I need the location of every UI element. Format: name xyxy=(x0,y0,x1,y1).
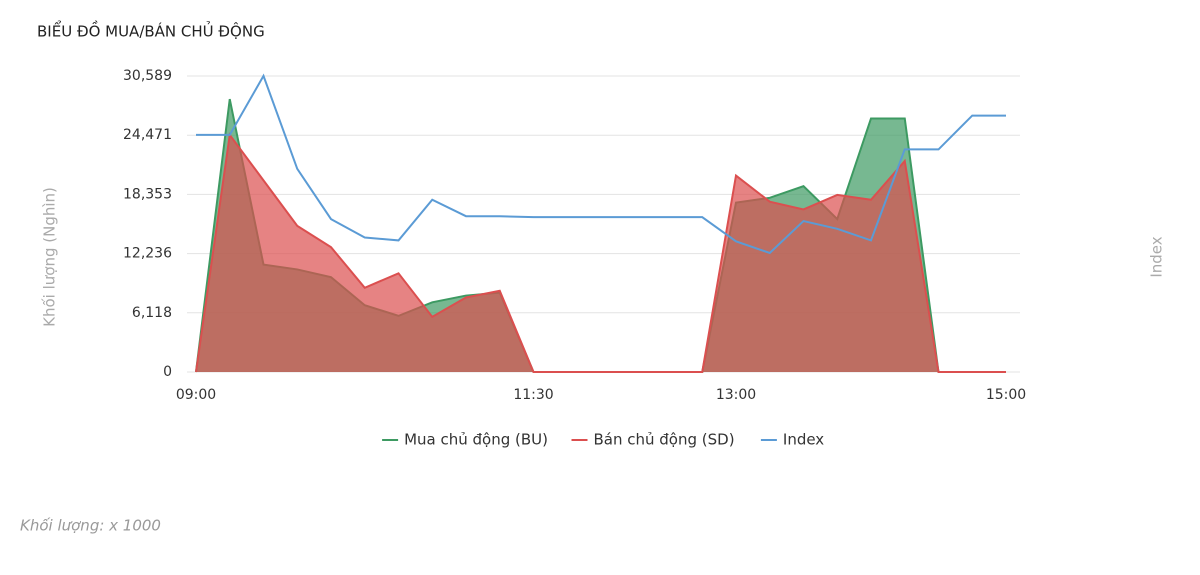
x-tick-label: 09:00 xyxy=(176,387,216,403)
y-tick-label: 18,353 xyxy=(123,186,172,202)
series-line xyxy=(196,73,1006,255)
x-tick-label: 15:00 xyxy=(986,387,1026,403)
y-tick-label: 6,118 xyxy=(132,305,172,321)
legend-item[interactable]: Bán chủ động (SD) xyxy=(571,431,735,449)
legend-label: Mua chủ động (BU) xyxy=(404,431,548,449)
y-tick-label: 0 xyxy=(163,364,172,380)
area xyxy=(196,134,1006,372)
legend-item[interactable]: Mua chủ động (BU) xyxy=(382,431,548,449)
y2-axis-label: Index xyxy=(1148,236,1166,277)
x-tick-label: 11:30 xyxy=(513,387,553,403)
series-line xyxy=(195,132,1006,373)
legend-label: Index xyxy=(783,431,824,449)
legend-label: Bán chủ động (SD) xyxy=(594,431,735,449)
y-tick-label: 30,589 xyxy=(123,68,172,84)
x-tick-label: 13:00 xyxy=(716,387,756,403)
chart-title: BIỂU ĐỒ MUA/BÁN CHỦ ĐỘNG xyxy=(37,20,265,41)
legend-item[interactable]: Index xyxy=(760,431,824,449)
y-tick-label: 12,236 xyxy=(123,246,172,262)
y-tick-label: 24,471 xyxy=(123,127,172,143)
y-axis-label: Khối lượng (Nghìn) xyxy=(41,187,59,327)
legend: Mua chủ động (BU) Bán chủ động (SD) Index xyxy=(382,431,824,449)
footnote: Khối lượng: x 1000 xyxy=(20,517,161,535)
plot-area xyxy=(195,73,1006,373)
